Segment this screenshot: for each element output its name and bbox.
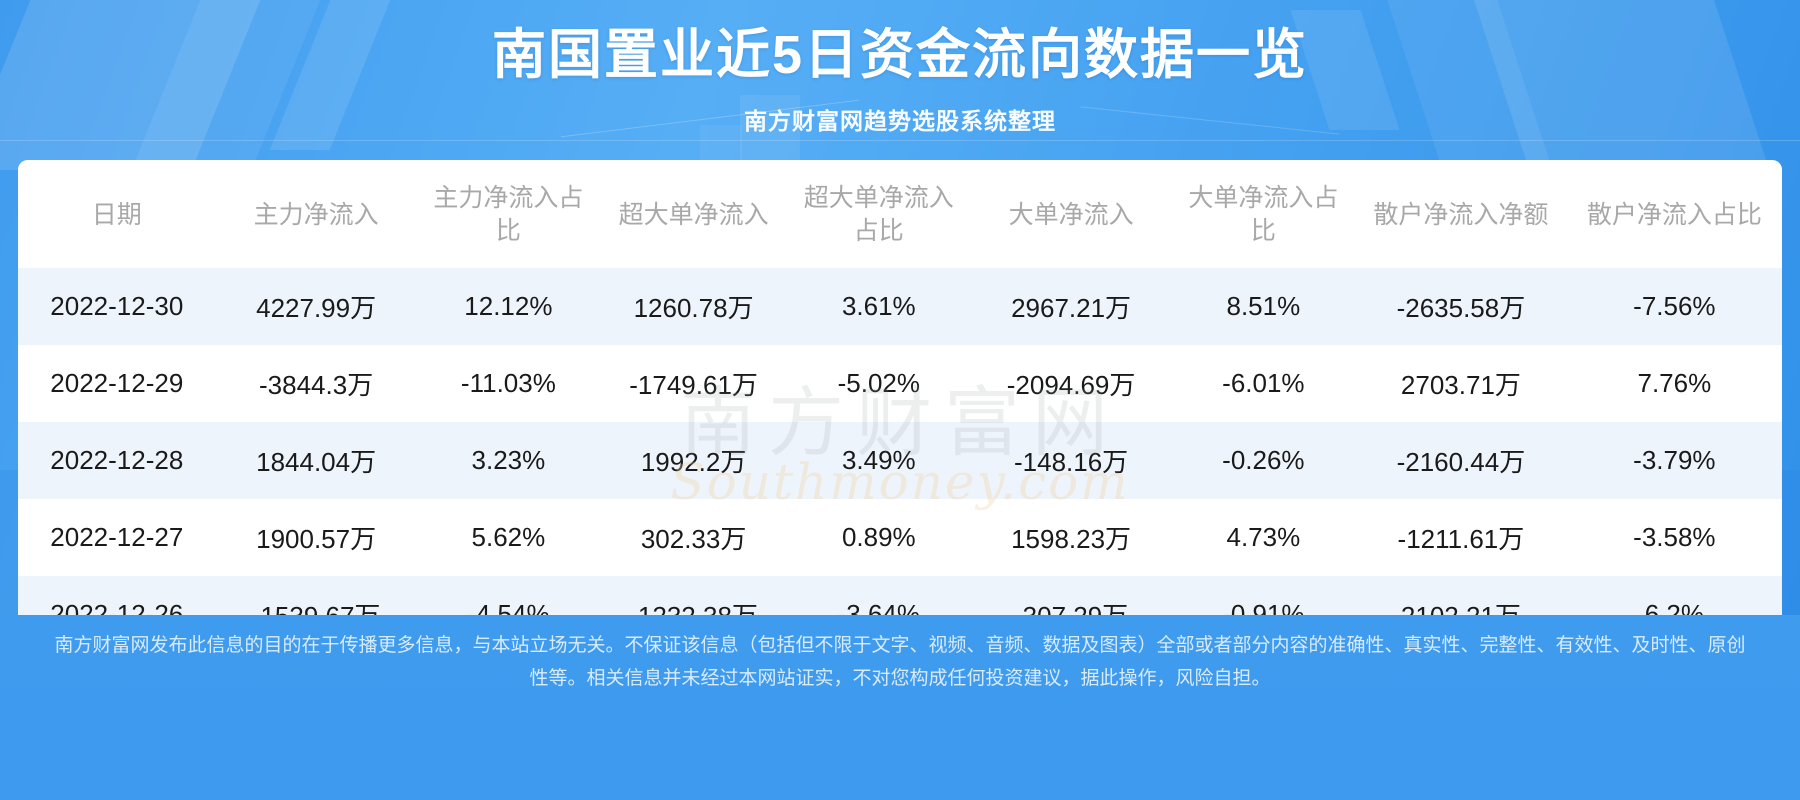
- cell-xl-order-net-inflow: 1260.78万: [600, 268, 788, 345]
- decor-line: [0, 140, 1800, 141]
- cell-xl-order-ratio: 3.49%: [787, 422, 971, 499]
- cell-xl-order-net-inflow: 1992.2万: [600, 422, 788, 499]
- page-title: 南国置业近5日资金流向数据一览: [491, 25, 1309, 85]
- cell-main-net-inflow: 1900.57万: [215, 499, 417, 576]
- table-row: 2022-12-28 1844.04万 3.23% 1992.2万 3.49% …: [18, 422, 1782, 499]
- column-header-main-net-inflow: 主力净流入: [215, 160, 417, 268]
- cell-main-net-inflow-ratio: 5.62%: [416, 499, 601, 576]
- column-header-date: 日期: [18, 160, 216, 268]
- cell-xl-order-net-inflow: 302.33万: [600, 499, 788, 576]
- cell-xl-order-ratio: 0.89%: [787, 499, 971, 576]
- cell-main-net-inflow-ratio: 12.12%: [416, 268, 601, 345]
- column-header-xl-order-net-inflow: 超大单净流入: [600, 160, 788, 268]
- cell-xl-order-ratio: 3.61%: [787, 268, 971, 345]
- table-header-row: 日期 主力净流入 主力净流入占比 超大单净流入 超大单净流入占比 大单净流入 大…: [18, 160, 1782, 268]
- cell-large-order-net-inflow: 1598.23万: [970, 499, 1172, 576]
- cell-date: 2022-12-29: [18, 345, 216, 422]
- cell-retail-ratio: -3.79%: [1566, 422, 1782, 499]
- cell-xl-order-net-inflow: -1749.61万: [600, 345, 788, 422]
- cell-main-net-inflow: 1844.04万: [215, 422, 417, 499]
- fund-flow-table: 日期 主力净流入 主力净流入占比 超大单净流入 超大单净流入占比 大单净流入 大…: [18, 160, 1782, 653]
- cell-large-order-net-inflow: -2094.69万: [970, 345, 1172, 422]
- disclaimer-text: 南方财富网发布此信息的目的在于传播更多信息，与本站立场无关。不保证该信息（包括但…: [54, 635, 1746, 690]
- cell-main-net-inflow: 4227.99万: [215, 268, 417, 345]
- cell-large-order-ratio: -6.01%: [1171, 345, 1356, 422]
- cell-retail-ratio: -7.56%: [1566, 268, 1782, 345]
- cell-large-order-ratio: -0.26%: [1171, 422, 1356, 499]
- cell-main-net-inflow-ratio: -11.03%: [416, 345, 601, 422]
- cell-large-order-ratio: 4.73%: [1171, 499, 1356, 576]
- cell-retail-net-amount: 2703.71万: [1355, 345, 1567, 422]
- cell-main-net-inflow-ratio: 3.23%: [416, 422, 601, 499]
- table-row: 2022-12-30 4227.99万 12.12% 1260.78万 3.61…: [18, 268, 1782, 345]
- column-header-main-net-inflow-ratio: 主力净流入占比: [416, 160, 601, 268]
- column-header-retail-ratio: 散户净流入占比: [1566, 160, 1782, 268]
- cell-large-order-net-inflow: 2967.21万: [970, 268, 1172, 345]
- table-body: 2022-12-30 4227.99万 12.12% 1260.78万 3.61…: [18, 268, 1782, 653]
- cell-retail-ratio: -3.58%: [1566, 499, 1782, 576]
- cell-date: 2022-12-28: [18, 422, 216, 499]
- table-row: 2022-12-29 -3844.3万 -11.03% -1749.61万 -5…: [18, 345, 1782, 422]
- column-header-large-order-net-inflow: 大单净流入: [970, 160, 1172, 268]
- cell-date: 2022-12-27: [18, 499, 216, 576]
- cell-large-order-net-inflow: -148.16万: [970, 422, 1172, 499]
- cell-retail-net-amount: -1211.61万: [1355, 499, 1567, 576]
- cell-large-order-ratio: 8.51%: [1171, 268, 1356, 345]
- column-header-xl-order-ratio: 超大单净流入占比: [787, 160, 971, 268]
- page-header: 南国置业近5日资金流向数据一览 南方财富网趋势选股系统整理: [0, 0, 1800, 136]
- column-header-large-order-ratio: 大单净流入占比: [1171, 160, 1356, 268]
- page-subtitle: 南方财富网趋势选股系统整理: [744, 107, 1056, 134]
- table-header: 日期 主力净流入 主力净流入占比 超大单净流入 超大单净流入占比 大单净流入 大…: [18, 160, 1782, 268]
- footer: 南方财富网发布此信息的目的在于传播更多信息，与本站立场无关。不保证该信息（包括但…: [0, 615, 1800, 800]
- cell-retail-net-amount: -2160.44万: [1355, 422, 1567, 499]
- cell-xl-order-ratio: -5.02%: [787, 345, 971, 422]
- cell-main-net-inflow: -3844.3万: [215, 345, 417, 422]
- cell-date: 2022-12-30: [18, 268, 216, 345]
- cell-retail-net-amount: -2635.58万: [1355, 268, 1567, 345]
- column-header-retail-net-amount: 散户净流入净额: [1355, 160, 1567, 268]
- data-table-card: 南方财富网 Southmoney.com 日期 主力净流入 主力净流入占比 超大…: [18, 160, 1782, 653]
- cell-retail-ratio: 7.76%: [1566, 345, 1782, 422]
- table-row: 2022-12-27 1900.57万 5.62% 302.33万 0.89% …: [18, 499, 1782, 576]
